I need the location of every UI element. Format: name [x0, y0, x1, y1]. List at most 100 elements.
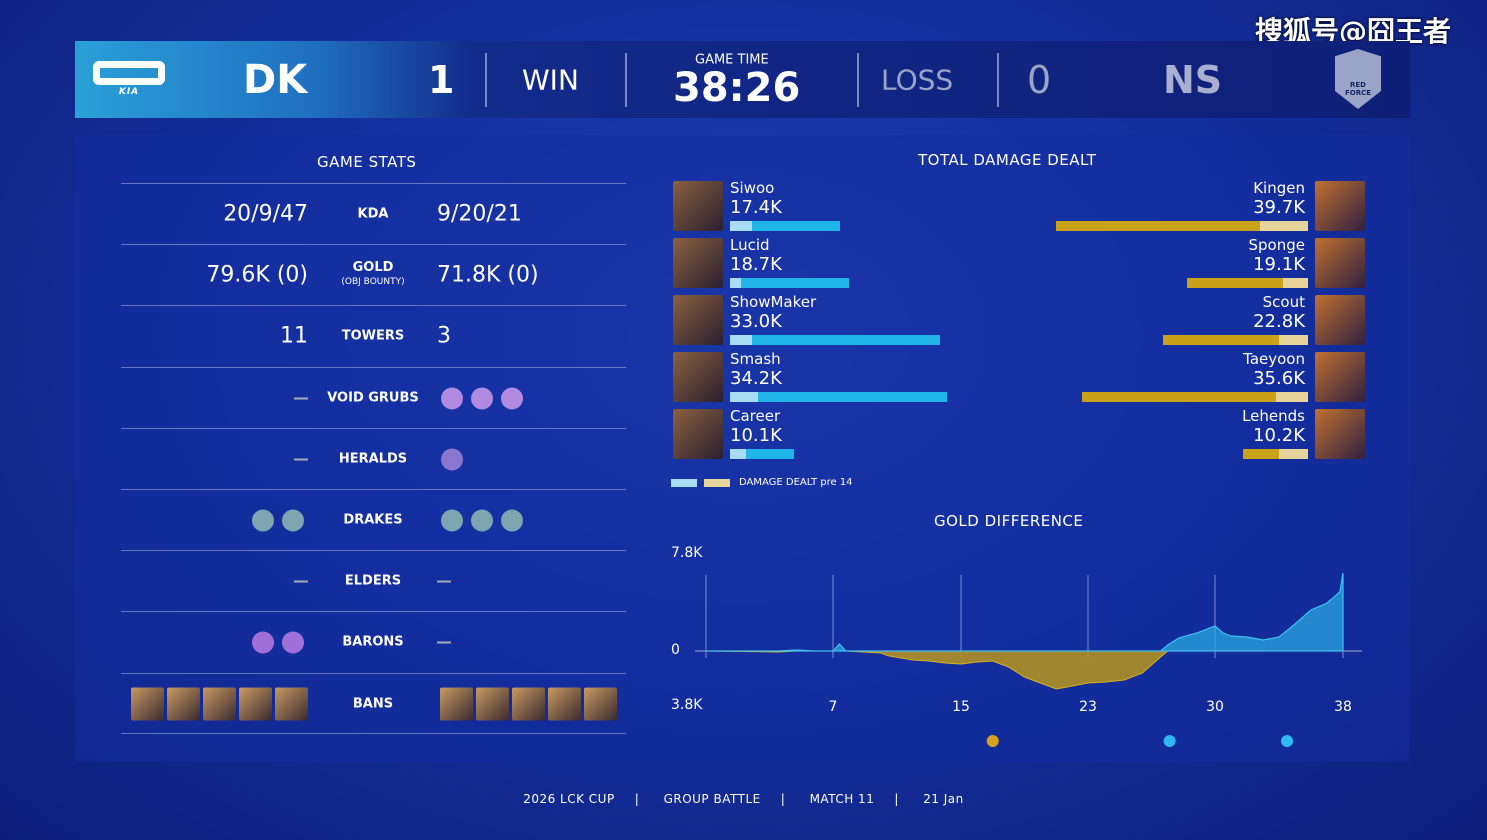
ban-champion-icon — [584, 687, 617, 721]
player-name: Scout — [1262, 293, 1305, 311]
player-damage: 18.7K — [730, 254, 782, 275]
right-side: 3 — [437, 324, 451, 349]
player-name: ShowMaker — [730, 293, 817, 311]
right-logo-text: RED FORCE — [1344, 81, 1372, 97]
divider — [997, 53, 999, 107]
stat-label: BARONS — [342, 634, 404, 650]
ban-champion-icon — [476, 687, 509, 721]
champion-portrait — [1315, 352, 1365, 402]
stat-label: BANS — [352, 696, 394, 712]
left-side — [248, 508, 308, 533]
champion-portrait — [673, 352, 723, 402]
divider — [857, 53, 859, 107]
herald-icon — [441, 448, 463, 471]
scoreboard-header: KIA DK 1 WIN GAME TIME 38:26 LOSS 0 NS R… — [75, 41, 1410, 118]
champion-portrait — [1315, 409, 1365, 459]
ban-champion-icon — [440, 687, 473, 721]
left-side — [294, 446, 308, 471]
left-side — [128, 687, 308, 721]
game-time: 38:26 — [673, 65, 801, 111]
right-team: NS — [1163, 57, 1223, 102]
kia-logo — [93, 61, 165, 85]
player-name: Sponge — [1248, 236, 1305, 254]
player-damage: 39.7K — [1253, 197, 1305, 218]
damage-bar — [730, 221, 841, 231]
none-dash — [437, 641, 451, 644]
damage-bar — [1186, 278, 1308, 288]
player-damage: 10.1K — [730, 425, 782, 446]
stat-label: TOWERS — [341, 328, 405, 344]
left-team: DK — [243, 56, 308, 103]
player-damage: 22.8K — [1253, 311, 1305, 332]
right-side — [437, 687, 617, 721]
ban-champion-icon — [548, 687, 581, 721]
right-side — [437, 508, 527, 533]
player-name: Kingen — [1253, 179, 1305, 197]
damage-bar-pre14 — [1279, 335, 1308, 345]
damage-bar — [1055, 221, 1308, 231]
right-score: 0 — [1027, 57, 1052, 102]
drake-icon — [471, 509, 493, 532]
ban-champion-icon — [167, 687, 200, 721]
damage-bar-pre14 — [730, 392, 758, 402]
stat-label: GOLD (OBJ BOUNTY) — [341, 260, 405, 288]
damage-bar — [1243, 449, 1308, 459]
stat-row-elders: ELDERS — [121, 550, 626, 611]
left-side — [294, 385, 308, 410]
damage-bar-pre14 — [1282, 278, 1308, 288]
y-bottom-label: 3.8K — [671, 697, 703, 713]
left-side — [248, 630, 308, 655]
stat-label: HERALDS — [338, 451, 408, 467]
right-side: 71.8K (0) — [437, 263, 539, 288]
grub-icon — [441, 387, 463, 410]
baron-icon — [282, 631, 304, 654]
player-damage: 19.1K — [1253, 254, 1305, 275]
right-side: 9/20/21 — [437, 202, 522, 227]
left-value: 20/9/47 — [223, 201, 308, 227]
damage-bar-pre14 — [1260, 221, 1308, 231]
champion-portrait — [673, 181, 723, 231]
stat-row-heralds: HERALDS — [121, 427, 626, 489]
right-value: 3 — [437, 323, 451, 349]
footer-stage: GROUP BATTLE — [663, 792, 761, 806]
none-dash — [294, 458, 308, 461]
damage-bar-pre14 — [1276, 392, 1308, 402]
left-logo-text: KIA — [118, 87, 140, 97]
champion-portrait — [673, 295, 723, 345]
none-dash — [294, 397, 308, 400]
stat-label: ELDERS — [344, 573, 402, 589]
damage-bar-pre14 — [730, 221, 753, 231]
divider — [485, 53, 487, 107]
stat-row-bans: BANS — [121, 672, 626, 734]
none-dash — [437, 580, 451, 583]
drake-icon — [282, 509, 304, 532]
y-top-label: 7.8K — [671, 545, 703, 561]
left-score: 1 — [428, 57, 455, 102]
divider — [625, 53, 627, 107]
footer: 2026 LCK CUP | GROUP BATTLE | MATCH 11 | 21… — [523, 792, 964, 806]
player-damage: 10.2K — [1253, 425, 1305, 446]
stat-label: VOID GRUBS — [327, 390, 419, 406]
player-damage: 17.4K — [730, 197, 782, 218]
left-side: 79.6K (0) — [206, 263, 308, 288]
left-side: 11 — [280, 324, 308, 349]
right-result: LOSS — [881, 63, 954, 96]
right-side — [437, 385, 527, 410]
player-name: Career — [730, 407, 781, 425]
champion-portrait — [1315, 238, 1365, 288]
right-value: 71.8K (0) — [437, 262, 539, 288]
legend-left-swatch — [671, 479, 697, 487]
damage-bar-pre14 — [730, 449, 746, 459]
drake-icon — [441, 509, 463, 532]
left-side — [294, 569, 308, 594]
stat-row-kda: 20/9/47 KDA 9/20/21 — [121, 183, 626, 244]
red-force-logo — [1335, 49, 1381, 109]
grub-icon — [501, 387, 523, 410]
stat-row-barons: BARONS — [121, 611, 626, 672]
champion-portrait — [1315, 181, 1365, 231]
grub-icon — [471, 387, 493, 410]
stat-row-void-grubs: VOID GRUBS — [121, 366, 626, 428]
left-value: 79.6K (0) — [206, 262, 308, 288]
damage-bar — [730, 449, 795, 459]
damage-bar — [730, 392, 948, 402]
